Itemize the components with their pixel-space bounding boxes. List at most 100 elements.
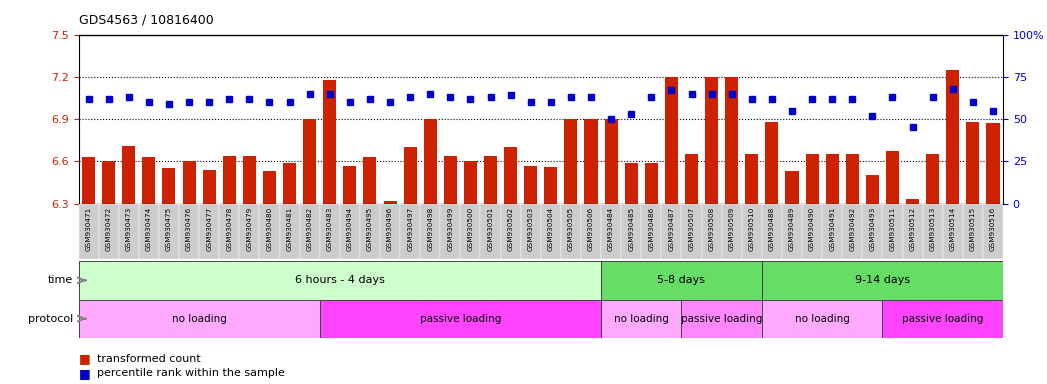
Bar	[464, 161, 477, 204]
Bar	[705, 77, 718, 204]
Text: no loading: no loading	[614, 314, 669, 324]
Bar	[665, 77, 678, 204]
Bar	[886, 151, 899, 204]
Bar	[986, 123, 1000, 204]
Text: GSM930487: GSM930487	[668, 206, 674, 250]
Bar	[863, 204, 883, 259]
Text: no loading: no loading	[172, 314, 226, 324]
Bar	[584, 119, 598, 204]
Text: GSM930500: GSM930500	[467, 206, 473, 250]
Bar	[625, 163, 638, 204]
Bar	[822, 204, 842, 259]
Bar	[420, 204, 441, 259]
Bar	[802, 204, 822, 259]
Text: GSM930505: GSM930505	[567, 206, 574, 250]
Bar	[564, 119, 578, 204]
Text: GSM930479: GSM930479	[246, 206, 252, 250]
Bar	[82, 157, 95, 204]
Bar	[444, 156, 456, 204]
Bar	[745, 154, 758, 204]
Bar	[461, 204, 481, 259]
Bar	[601, 204, 621, 259]
Bar	[179, 204, 199, 259]
Bar	[383, 201, 397, 204]
Bar	[601, 300, 682, 338]
Text: GSM930478: GSM930478	[226, 206, 232, 250]
Bar	[343, 166, 356, 204]
Bar	[219, 204, 240, 259]
Bar	[319, 300, 601, 338]
Bar	[182, 161, 196, 204]
Text: GSM930481: GSM930481	[287, 206, 292, 250]
Bar	[340, 204, 360, 259]
Bar	[645, 163, 658, 204]
Text: GSM930490: GSM930490	[809, 206, 816, 250]
Bar	[403, 147, 417, 204]
Bar	[118, 204, 139, 259]
Text: passive loading: passive loading	[903, 314, 983, 324]
Bar	[883, 204, 903, 259]
Bar	[79, 204, 98, 259]
Bar	[604, 119, 618, 204]
Bar	[441, 204, 461, 259]
Bar	[243, 156, 255, 204]
Text: GSM930511: GSM930511	[890, 206, 895, 250]
Text: GSM930488: GSM930488	[768, 206, 775, 250]
Text: 9-14 days: 9-14 days	[855, 275, 910, 285]
Bar	[263, 171, 276, 204]
Text: GSM930491: GSM930491	[829, 206, 836, 250]
Text: GSM930480: GSM930480	[266, 206, 272, 250]
Text: GSM930502: GSM930502	[508, 206, 514, 250]
Text: no loading: no loading	[795, 314, 849, 324]
Bar	[561, 204, 581, 259]
Bar	[540, 204, 561, 259]
Text: GSM930508: GSM930508	[709, 206, 715, 250]
Text: GSM930509: GSM930509	[729, 206, 735, 250]
Text: GSM930514: GSM930514	[950, 206, 956, 250]
Text: GSM930475: GSM930475	[166, 206, 172, 250]
Bar	[240, 204, 260, 259]
Text: GSM930495: GSM930495	[366, 206, 373, 250]
Text: GSM930482: GSM930482	[307, 206, 313, 250]
Text: GSM930476: GSM930476	[186, 206, 192, 250]
Text: GSM930516: GSM930516	[990, 206, 996, 250]
Text: GSM930472: GSM930472	[106, 206, 112, 250]
Bar	[641, 204, 662, 259]
Text: transformed count: transformed count	[97, 354, 201, 364]
Bar	[963, 204, 983, 259]
Text: GSM930492: GSM930492	[849, 206, 855, 250]
Bar	[260, 204, 280, 259]
Bar	[662, 204, 682, 259]
Bar	[360, 204, 380, 259]
Text: GSM930499: GSM930499	[447, 206, 453, 250]
Text: GSM930471: GSM930471	[86, 206, 91, 250]
Bar	[701, 204, 721, 259]
Bar	[319, 204, 340, 259]
Text: GSM930494: GSM930494	[347, 206, 353, 250]
Bar	[883, 300, 1003, 338]
Bar	[922, 204, 942, 259]
Text: 6 hours - 4 days: 6 hours - 4 days	[295, 275, 384, 285]
Bar	[79, 300, 319, 338]
Bar	[741, 204, 762, 259]
Bar	[682, 204, 701, 259]
Bar	[380, 204, 400, 259]
Bar	[481, 204, 500, 259]
Text: time: time	[48, 275, 73, 285]
Text: GSM930493: GSM930493	[869, 206, 875, 250]
Text: GSM930513: GSM930513	[930, 206, 936, 250]
Bar	[927, 154, 939, 204]
Text: passive loading: passive loading	[681, 314, 762, 324]
Bar	[162, 168, 176, 204]
Bar	[525, 166, 537, 204]
Bar	[762, 204, 782, 259]
Bar	[826, 154, 839, 204]
Text: passive loading: passive loading	[420, 314, 502, 324]
Text: protocol: protocol	[28, 314, 73, 324]
Bar	[866, 175, 878, 204]
Text: GSM930484: GSM930484	[608, 206, 615, 250]
Text: GSM930473: GSM930473	[126, 206, 132, 250]
Text: GSM930496: GSM930496	[387, 206, 393, 250]
Bar	[983, 204, 1003, 259]
Text: 5-8 days: 5-8 days	[658, 275, 706, 285]
